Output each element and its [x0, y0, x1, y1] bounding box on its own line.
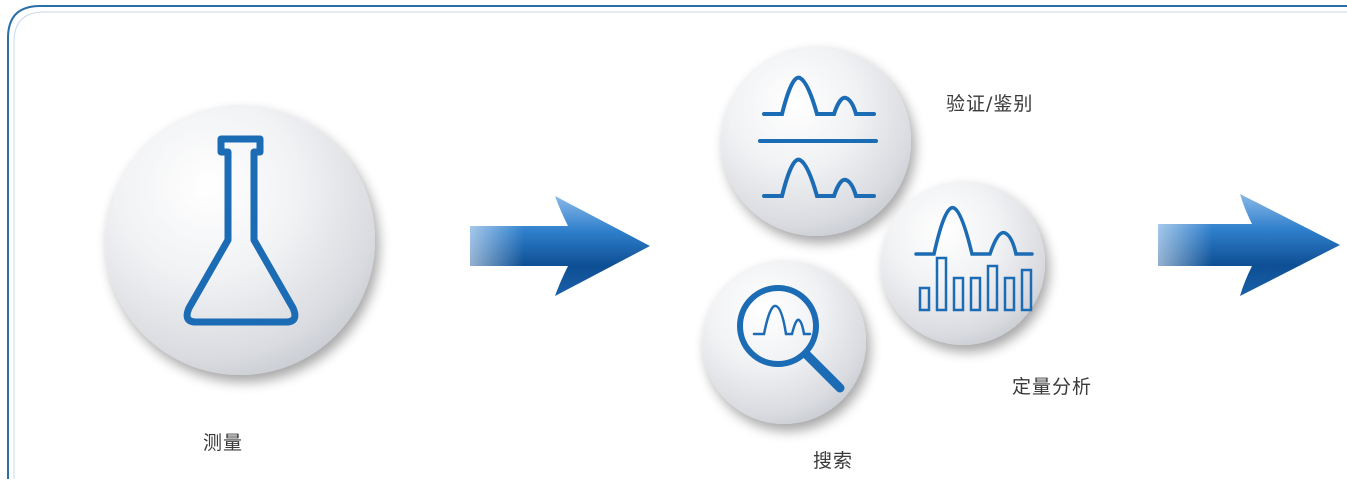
- measure-label: 测量: [203, 432, 244, 454]
- quantify-label: 定量分析: [1012, 376, 1093, 398]
- arrow-1: [470, 196, 650, 296]
- magnifier-spectrum-icon: [737, 285, 845, 393]
- frame-border: [7, 5, 1347, 479]
- spectrum-compare-icon: [758, 75, 878, 198]
- arrow-2: [1158, 194, 1340, 296]
- quantify-disc: [881, 181, 1045, 345]
- flask-icon: [183, 135, 299, 326]
- verify-label: 验证/鉴别: [946, 93, 1034, 115]
- search-disc: [702, 260, 866, 424]
- frame-inner-border: [13, 11, 1347, 479]
- spectrum-bars-icon: [914, 206, 1034, 312]
- measure-disc: [105, 105, 375, 375]
- search-label: 搜索: [813, 450, 854, 472]
